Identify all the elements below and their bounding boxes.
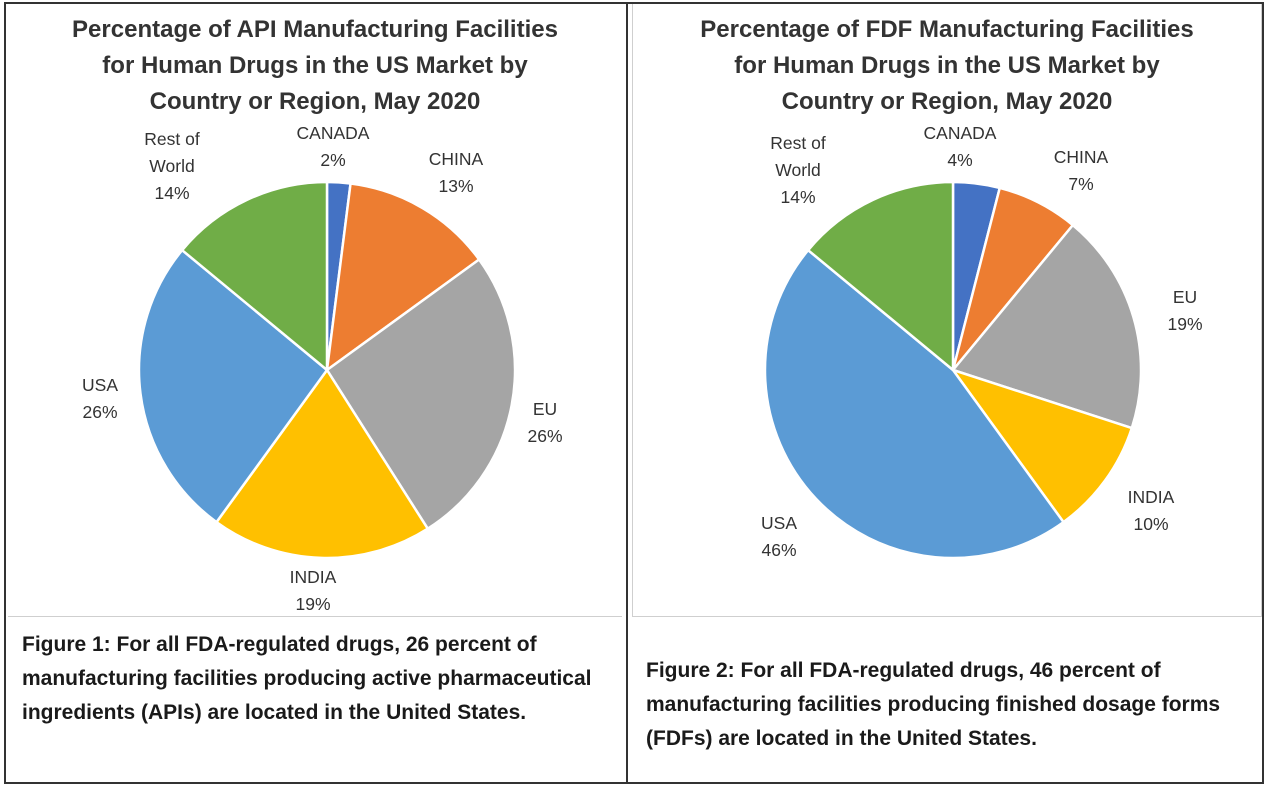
slice-label-name: INDIA <box>289 567 337 587</box>
slice-label-name: CHINA <box>1053 147 1109 167</box>
slice-label-value: 2% <box>320 150 346 170</box>
slice-label-value: 4% <box>947 150 973 170</box>
slice-label-name: CANADA <box>923 123 997 143</box>
chart-title-line: for Human Drugs in the US Market by <box>734 52 1160 79</box>
figure-frame <box>4 2 1264 784</box>
figure-caption: Figure 2: For all FDA-regulated drugs, 4… <box>646 659 1221 750</box>
slice-label-name: USA <box>761 513 797 533</box>
pie-slice-eu <box>951 223 1143 430</box>
slice-label: Rest of World 14% <box>770 130 825 211</box>
slice-label: INDIA 10% <box>1128 484 1175 538</box>
slice-label-name: USA <box>82 375 118 395</box>
slice-label-name: Rest of <box>144 129 200 149</box>
pie-slice-usa <box>137 248 329 524</box>
slice-label-value: 14% <box>780 187 816 207</box>
slice-label-value: 26% <box>82 402 118 422</box>
pie-chart <box>137 180 517 560</box>
slice-label: INDIA 19% <box>290 564 337 618</box>
slice-label-value: 26% <box>527 426 563 446</box>
slice-label: USA 26% <box>82 372 118 426</box>
pie-chart <box>763 180 1143 560</box>
pie-slice-india <box>951 368 1134 524</box>
pie-slice-eu <box>325 258 517 530</box>
slice-label-value: 7% <box>1068 174 1094 194</box>
pie-slice-rest-of-world <box>180 180 329 372</box>
figure-caption: Figure 1: For all FDA-regulated drugs, 2… <box>22 633 592 724</box>
slice-label: CHINA 13% <box>429 146 483 200</box>
chart-area: Percentage of FDF Manufacturing Faciliti… <box>632 4 1262 617</box>
chart-title: Percentage of FDF Manufacturing Faciliti… <box>633 12 1261 120</box>
slice-label-value: 14% <box>154 183 190 203</box>
chart-title-line: Percentage of API Manufacturing Faciliti… <box>72 16 558 43</box>
pie-slice-usa <box>763 248 1065 560</box>
slice-label: EU 19% <box>1167 284 1202 338</box>
chart-title-line: Country or Region, May 2020 <box>781 88 1113 115</box>
slice-label-value: 13% <box>438 176 474 196</box>
slice-label: CANADA 2% <box>297 120 370 174</box>
slice-label-value: 19% <box>1167 314 1203 334</box>
fdf-chart-panel: Percentage of FDF Manufacturing Faciliti… <box>632 4 1262 780</box>
chart-title-line: for Human Drugs in the US Market by <box>102 52 528 79</box>
chart-title-line: Country or Region, May 2020 <box>149 88 481 115</box>
slice-label-name: EU <box>532 399 558 419</box>
slice-label-value: 19% <box>295 594 331 614</box>
slice-label-value: 46% <box>761 540 797 560</box>
slice-label: CANADA 4% <box>924 120 997 174</box>
slice-label: EU 26% <box>527 396 562 450</box>
chart-title-line: Percentage of FDF Manufacturing Faciliti… <box>700 16 1194 43</box>
pie-slice-rest-of-world <box>806 180 955 372</box>
pie-slice-india <box>215 368 429 560</box>
slice-label: CHINA 7% <box>1054 144 1108 198</box>
slice-label: Rest of World 14% <box>144 126 199 207</box>
slice-label-name: Rest of <box>770 133 826 153</box>
slice-label-name: CHINA <box>428 149 484 169</box>
panel-divider <box>626 2 628 784</box>
slice-label-name: CANADA <box>296 123 370 143</box>
chart-title: Percentage of API Manufacturing Faciliti… <box>8 12 622 120</box>
chart-area: Percentage of API Manufacturing Faciliti… <box>8 4 622 617</box>
slice-label-name: World <box>775 160 821 180</box>
api-chart-panel: Percentage of API Manufacturing Faciliti… <box>8 4 622 780</box>
slice-label-name: INDIA <box>1127 487 1175 507</box>
slice-label-name: World <box>149 156 195 176</box>
slice-label-name: EU <box>1172 287 1198 307</box>
slice-label: USA 46% <box>761 510 797 564</box>
slice-label-value: 10% <box>1133 514 1169 534</box>
pie-slice-china <box>325 182 481 372</box>
